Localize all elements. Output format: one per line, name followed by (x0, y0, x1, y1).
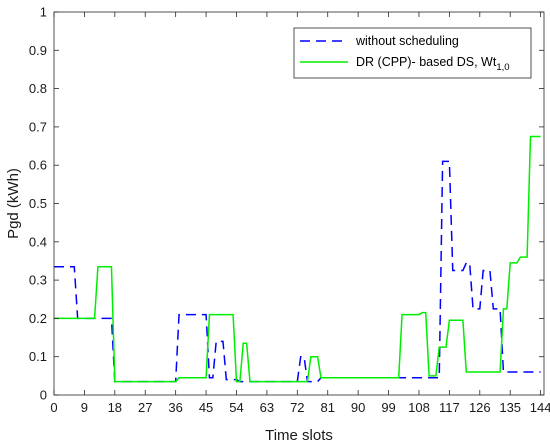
x-tick-label: 117 (439, 400, 460, 415)
legend-label-dr-cpp-main: DR (CPP)- based DS, Wt (356, 55, 497, 69)
x-tick-label: 45 (199, 400, 213, 415)
y-tick-label: 1 (40, 5, 47, 20)
y-tick-label: 0.4 (29, 234, 47, 249)
x-tick-label: 90 (351, 400, 365, 415)
y-tick-label: 0.8 (29, 81, 47, 96)
x-tick-label: 108 (408, 400, 430, 415)
x-tick-label: 72 (290, 400, 304, 415)
legend-label-dr-cpp: DR (CPP)- based DS, Wt1,0 (356, 55, 510, 73)
plot-frame (53, 11, 545, 396)
series-line-dr-cpp-based-ds (54, 135, 541, 383)
series-layer (54, 135, 541, 383)
x-tick-label: 0 (50, 400, 57, 415)
y-tick-label: 0.3 (29, 273, 47, 288)
y-tick-label: 0.6 (29, 158, 47, 173)
x-tick-label: 27 (138, 400, 152, 415)
y-tick-label: 0 (40, 388, 47, 403)
legend-label-without-scheduling: without scheduling (355, 34, 459, 48)
legend-box (293, 27, 532, 79)
legend-label-dr-cpp-subscript: 1,0 (496, 62, 509, 73)
y-tick-label: 0.5 (29, 196, 47, 211)
series-line-without-scheduling (54, 160, 541, 383)
y-tick-label: 0.1 (29, 349, 47, 364)
x-tick-label: 126 (469, 400, 491, 415)
y-tick-label: 0.2 (29, 311, 47, 326)
x-tick-label: 9 (81, 400, 88, 415)
x-tick-label: 81 (320, 400, 334, 415)
axis-layer: 0 9 18 27 36 45 54 63 72 81 90 99 108 117 126 135 144 0 0.… (29, 5, 550, 416)
x-axis-label: Time slots (265, 427, 333, 444)
x-tick-label: 36 (168, 400, 182, 415)
x-tick-label: 18 (108, 400, 122, 415)
x-tick-label: 135 (499, 400, 521, 415)
y-tick-label: 0.7 (29, 119, 47, 134)
x-tick-label: 63 (260, 400, 274, 415)
x-tick-label: 99 (381, 400, 395, 415)
y-axis-label: Pgd (kWh) (5, 168, 22, 239)
y-tick-label: 0.9 (29, 43, 47, 58)
x-tick-label: 54 (229, 400, 243, 415)
x-tick-label: 144 (530, 400, 550, 415)
legend: without scheduling DR (CPP)- based DS, W… (293, 27, 532, 79)
